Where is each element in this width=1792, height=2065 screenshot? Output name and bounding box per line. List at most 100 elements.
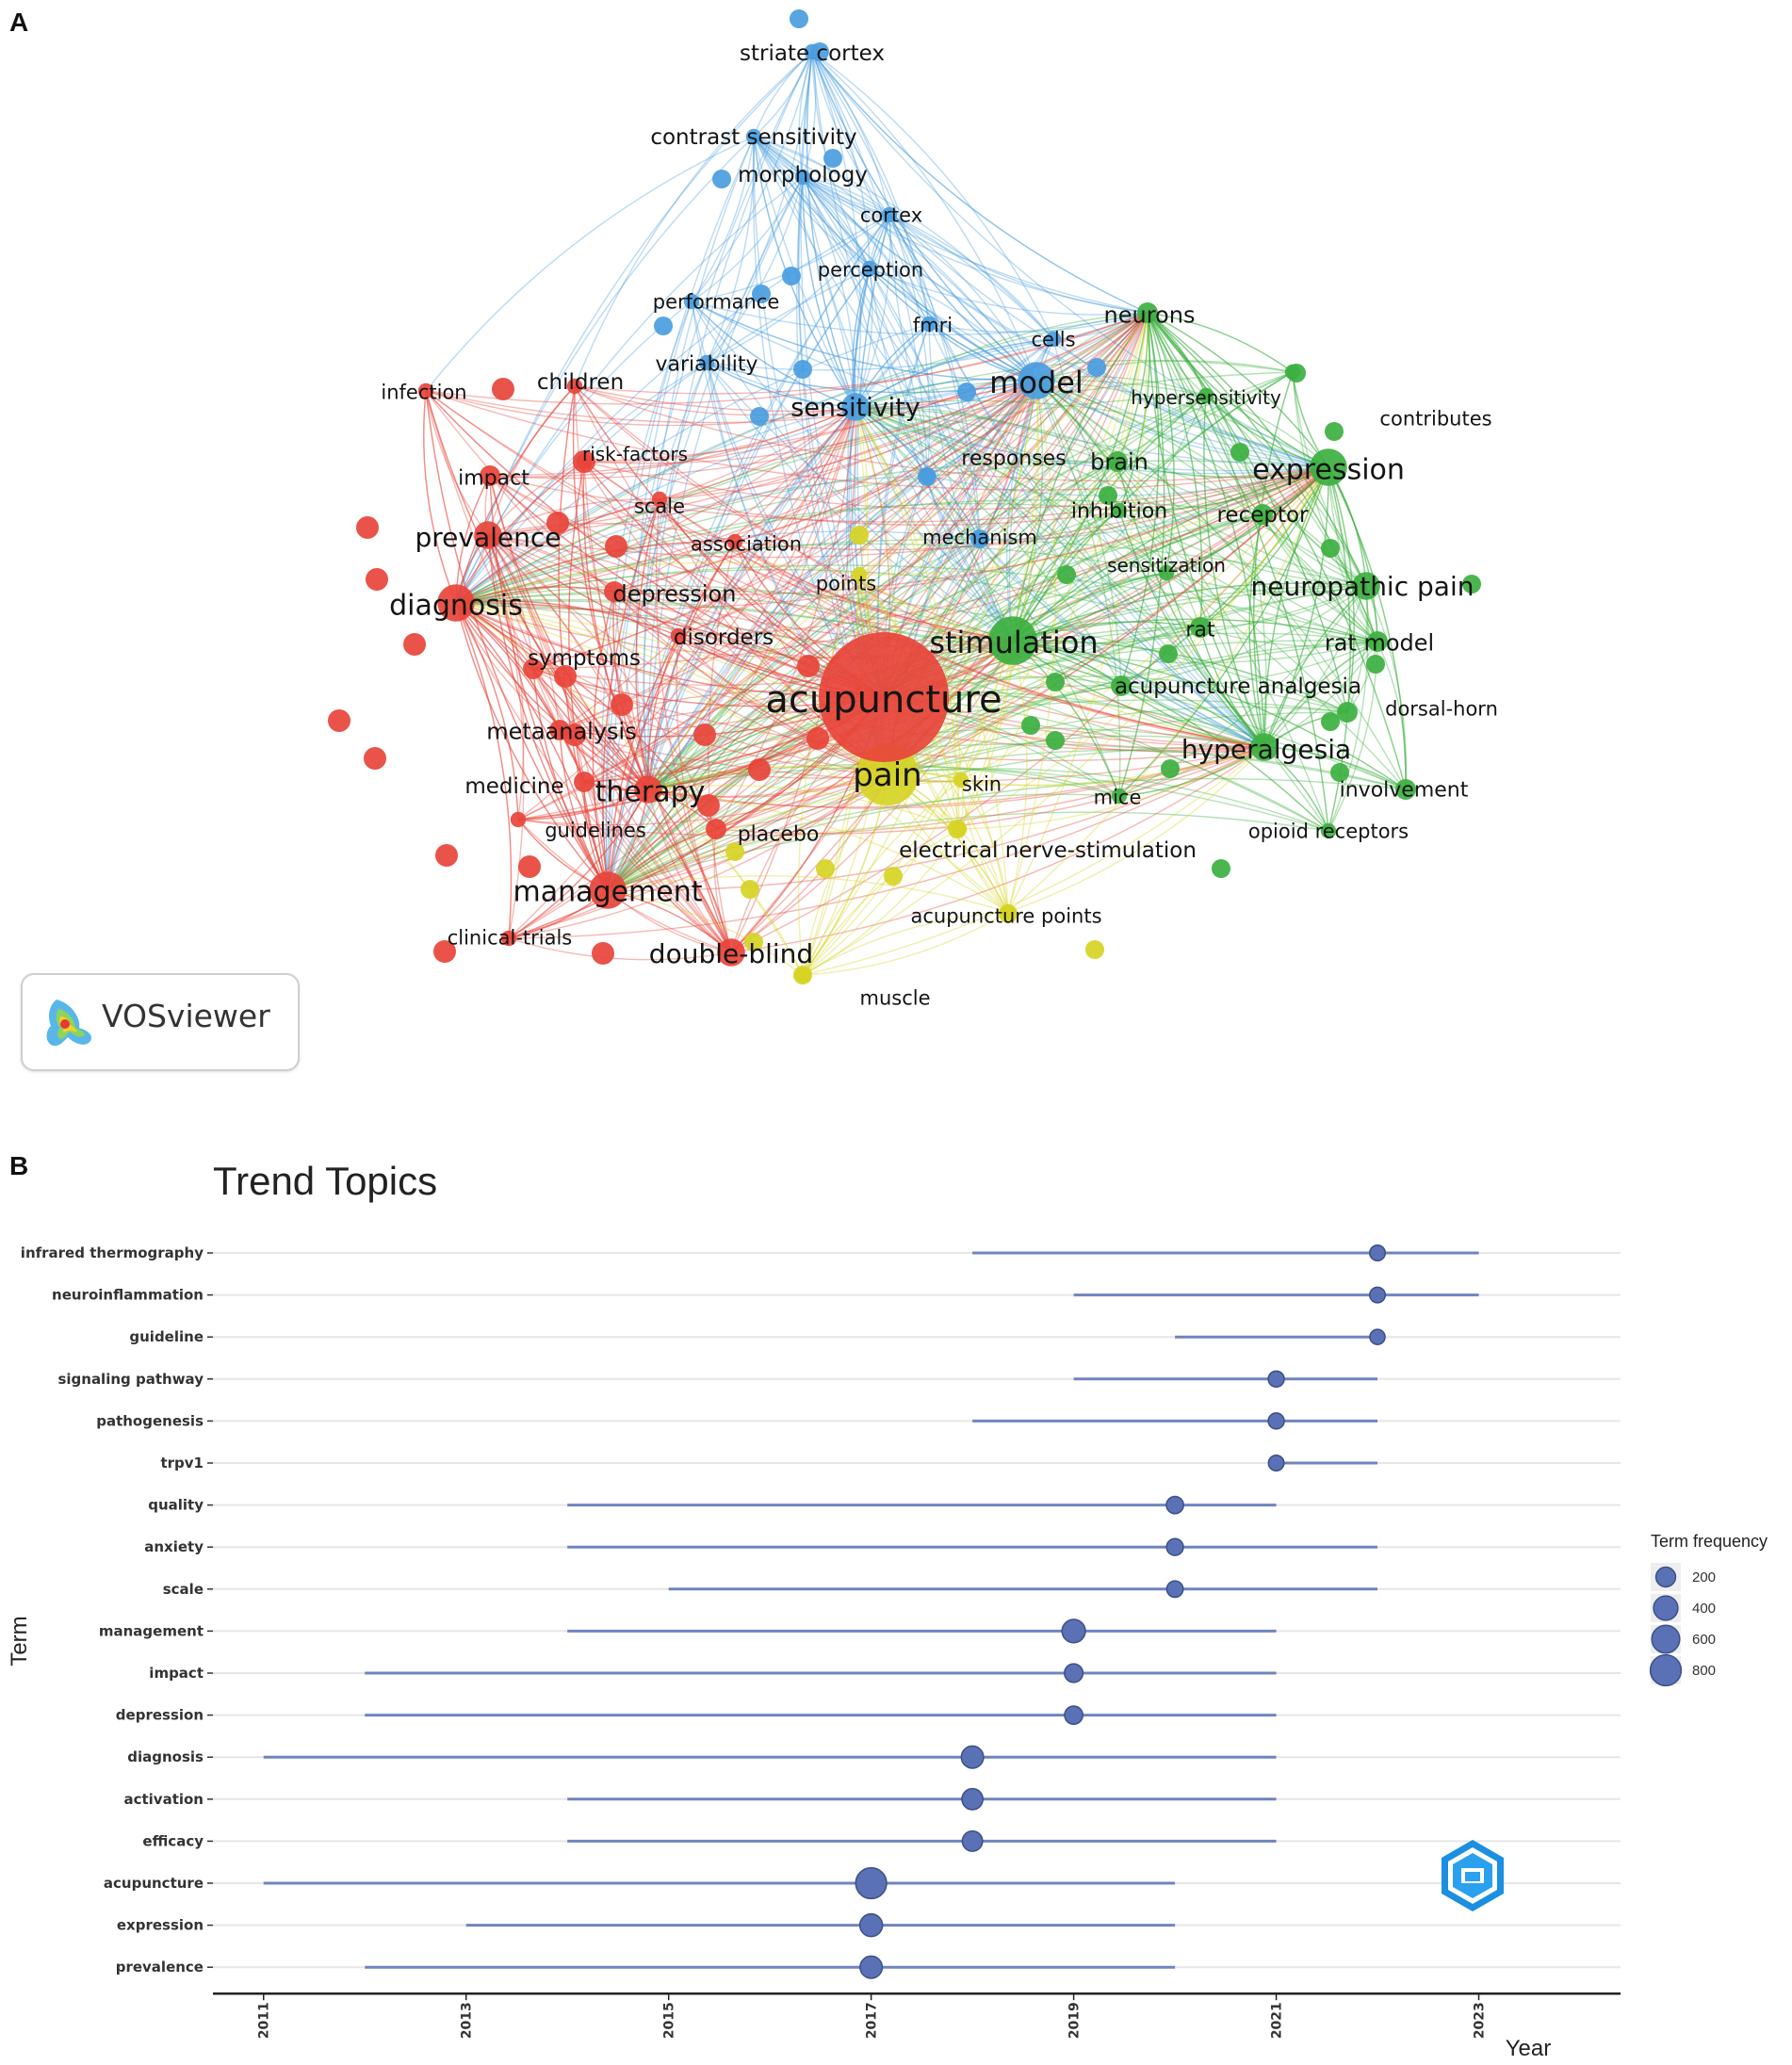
network-edge <box>806 51 856 408</box>
network-edge <box>508 937 732 961</box>
network-edge <box>691 136 755 302</box>
network-edge <box>800 51 885 698</box>
network-edge <box>455 564 1378 642</box>
network-edge <box>811 51 930 325</box>
network-edge <box>1120 685 1265 748</box>
minor-node <box>744 933 763 951</box>
network-edge <box>607 323 930 891</box>
network-edge <box>1118 585 1367 797</box>
node-label-opioid-receptors: opioid receptors <box>1248 820 1409 842</box>
minor-node <box>693 724 716 746</box>
network-edge <box>734 406 856 543</box>
network-edge <box>928 312 1149 333</box>
network-edge <box>583 781 732 953</box>
network-edge <box>425 390 649 790</box>
network-edge <box>753 136 1037 382</box>
term-median-point <box>1267 1370 1285 1389</box>
legend-value: 800 <box>1692 1663 1716 1679</box>
network-edge <box>423 390 457 604</box>
node-fmri <box>920 316 937 333</box>
network-edge <box>1007 466 1329 913</box>
network-edge <box>1205 395 1267 748</box>
minor-node <box>752 285 771 303</box>
network-edge <box>517 789 649 821</box>
network-edge <box>883 371 1294 698</box>
network-edge <box>706 362 1037 394</box>
network-edge <box>559 380 1037 731</box>
network-edge <box>1035 380 1348 713</box>
network-edge <box>1012 640 1348 713</box>
network-edge <box>1263 746 1407 790</box>
network-edge <box>811 51 1265 748</box>
network-edge <box>647 268 871 790</box>
minor-node <box>328 709 350 732</box>
network-edge <box>1012 395 1207 642</box>
minor-node <box>1212 859 1230 878</box>
node-involvement <box>1395 779 1416 800</box>
network-edge <box>1248 513 1265 748</box>
network-edge <box>708 541 736 953</box>
minor-node <box>1046 731 1065 750</box>
network-edge <box>559 729 609 891</box>
network-edge <box>802 176 871 269</box>
network-edge <box>647 312 1149 790</box>
network-edge <box>425 390 732 953</box>
network-edge <box>487 534 585 783</box>
x-tick-label: 2017 <box>865 2002 880 2039</box>
node-neurons <box>1137 302 1158 323</box>
network-edge <box>887 706 1348 775</box>
term-label: trpv1 <box>160 1455 204 1472</box>
network-edge <box>855 406 1378 642</box>
network-edge <box>958 380 1039 830</box>
network-edge <box>592 591 615 891</box>
network-edge <box>1165 572 1265 748</box>
network-edge <box>425 380 1037 424</box>
minor-node <box>605 535 627 558</box>
network-edge <box>1328 466 1351 832</box>
network-edge <box>489 380 1037 480</box>
node-cortex <box>881 206 898 223</box>
term-label: expression <box>117 1917 204 1934</box>
network-edge <box>635 498 660 790</box>
network-edge <box>559 729 609 891</box>
node-brain <box>1107 451 1128 472</box>
network-edge <box>455 602 513 939</box>
network-edge <box>802 574 864 976</box>
network-edge <box>1199 626 1265 748</box>
network-edge <box>811 51 1014 642</box>
network-edge <box>1147 312 1294 373</box>
network-edge <box>647 766 1329 832</box>
network-edge <box>655 498 732 953</box>
node-prevalence <box>474 521 502 549</box>
network-edge <box>607 541 736 891</box>
network-edge <box>1147 312 1203 628</box>
network-edge <box>1147 312 1407 790</box>
network-edge <box>607 51 813 891</box>
network-edge <box>613 406 856 593</box>
minor-node <box>1099 486 1117 505</box>
network-edge <box>1012 466 1329 642</box>
network-edge <box>855 406 1348 713</box>
network-edge <box>574 385 1329 482</box>
network-edge <box>455 466 1329 610</box>
network-edge <box>960 312 1149 781</box>
network-edge <box>1118 312 1165 797</box>
network-edge <box>607 685 1122 891</box>
node-diagnosis <box>437 584 475 622</box>
network-edge <box>1328 466 1378 642</box>
network-edge <box>636 301 692 790</box>
node-contrast-sensitivity <box>745 128 762 145</box>
node-stimulation <box>988 616 1037 665</box>
network-edge <box>572 385 649 790</box>
network-edge <box>607 875 1009 913</box>
network-edge <box>574 312 1149 395</box>
network-edge <box>677 380 1037 637</box>
network-edge <box>1147 312 1203 628</box>
network-edge <box>1035 376 1207 397</box>
network-edge <box>887 585 1367 775</box>
node-label-acupuncture: acupuncture <box>765 678 1002 722</box>
network-edge <box>455 585 1014 642</box>
node-label-pain: pain <box>853 756 921 794</box>
node-acupuncture <box>819 632 949 762</box>
network-edge <box>802 380 1037 976</box>
